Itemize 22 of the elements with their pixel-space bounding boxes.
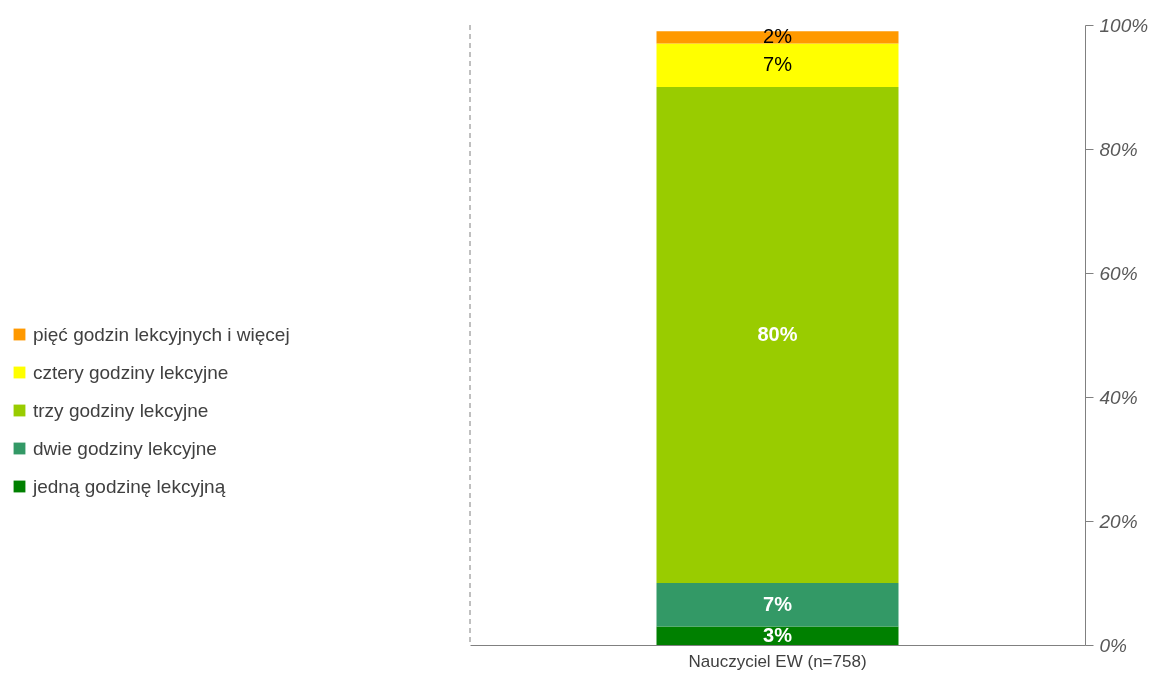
y-tick-label: 60%	[1099, 262, 1138, 284]
data-label: 7%	[763, 53, 793, 76]
data-label: 2%	[763, 25, 793, 48]
bar	[656, 43, 899, 87]
bar	[656, 31, 899, 44]
y-tick-label: 0%	[1099, 634, 1128, 656]
y-tick-label: 100%	[1099, 14, 1149, 36]
data-label: 80%	[757, 323, 798, 345]
legend-label: pięć godzin lekcyjnych i więcej	[33, 323, 290, 345]
bar	[656, 87, 899, 583]
x-tick-label: Nauczyciel EW (n=758)	[688, 651, 867, 671]
legend-label: dwie godziny lekcyjne	[33, 437, 217, 459]
legend-label: trzy godziny lekcyjne	[33, 399, 209, 421]
bar	[656, 583, 899, 627]
y-tick-label: 40%	[1099, 386, 1138, 408]
data-label: 3%	[763, 623, 793, 646]
legend-label: cztery godziny lekcyjne	[33, 361, 229, 383]
y-tick-label: 80%	[1099, 138, 1138, 160]
y-tick-label: 20%	[1098, 510, 1138, 532]
bar	[656, 626, 899, 645]
data-label: 7%	[763, 592, 793, 615]
legend-label: jedną godzinę lekcyjną	[32, 475, 226, 497]
